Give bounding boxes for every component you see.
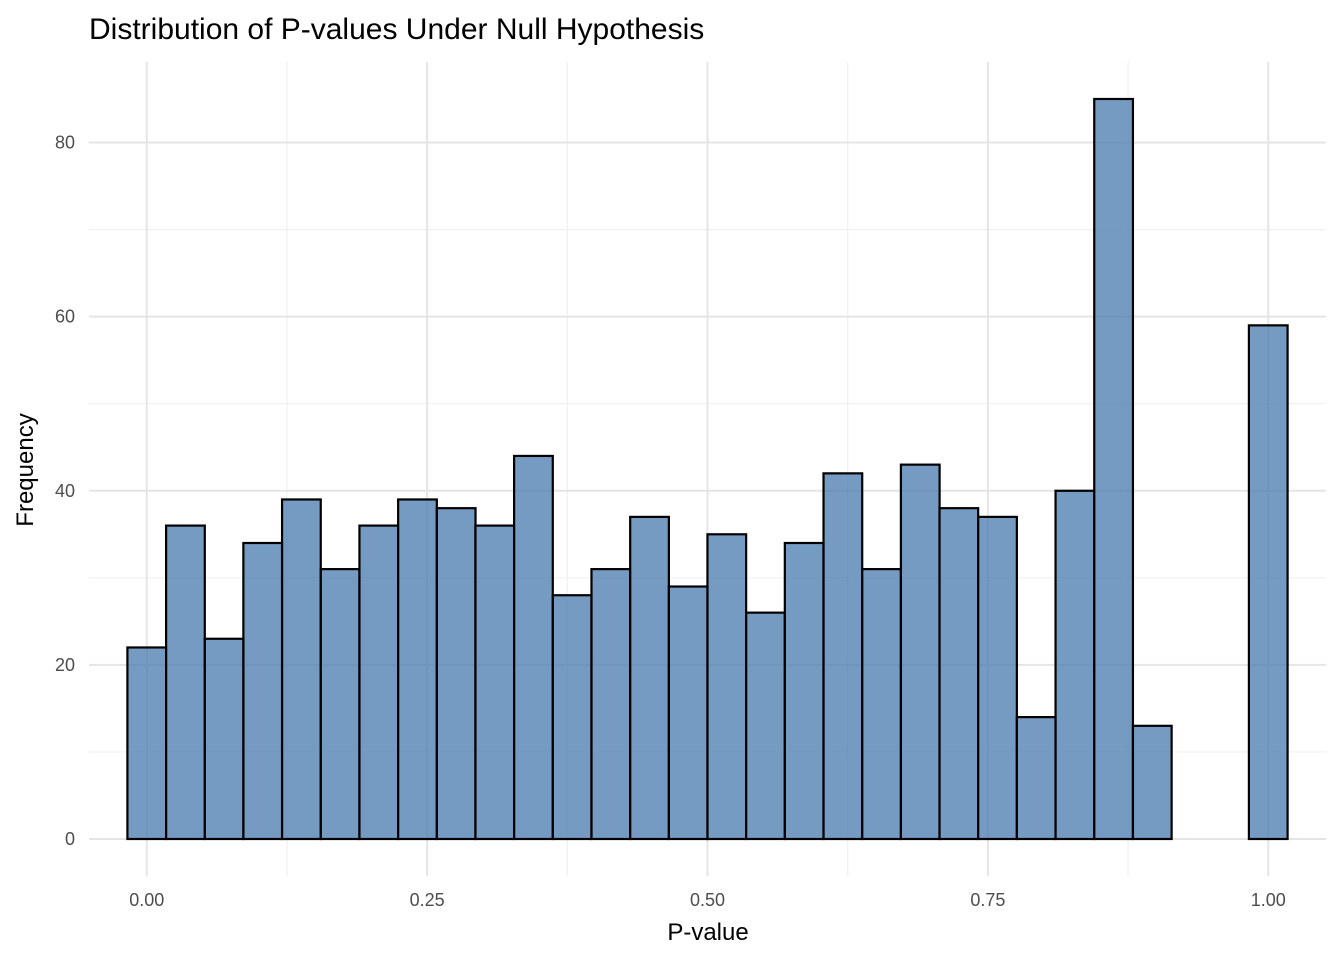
histogram-bar	[165, 524, 206, 841]
histogram-bar	[667, 585, 709, 841]
histogram-bar	[435, 507, 477, 841]
histogram-bar	[242, 541, 284, 841]
histogram-bar	[126, 646, 168, 841]
y-tick-label: 60	[55, 307, 75, 327]
histogram-bar	[590, 568, 632, 841]
histogram-bar	[358, 524, 400, 841]
histogram-bar	[1131, 724, 1173, 841]
histogram-bar	[629, 515, 670, 841]
histogram-bar	[203, 637, 245, 841]
histogram-bar	[319, 568, 361, 841]
histogram-bar	[474, 524, 516, 841]
histogram-bar	[938, 507, 980, 841]
histogram-bar	[861, 568, 903, 841]
x-tick-label: 0.25	[410, 890, 445, 910]
histogram-bar	[512, 454, 554, 841]
x-tick-label: 0.00	[129, 890, 164, 910]
histogram-bar	[822, 472, 864, 841]
histogram-bar	[280, 498, 322, 841]
x-tick-label: 0.50	[690, 890, 725, 910]
histogram-bar	[1015, 716, 1057, 841]
y-tick-label: 40	[55, 481, 75, 501]
histogram-bar	[397, 498, 438, 841]
x-tick-label: 0.75	[970, 890, 1005, 910]
histogram-bar	[977, 515, 1018, 841]
histogram-bar	[706, 533, 748, 841]
y-axis-title: Frequency	[12, 413, 39, 526]
histogram-bar	[899, 463, 941, 841]
histogram-bar	[783, 541, 825, 841]
y-tick-label: 80	[55, 133, 75, 153]
histogram-bar	[551, 594, 593, 841]
histogram-bars	[126, 97, 1289, 841]
x-axis-title: P-value	[667, 919, 748, 946]
histogram-bar	[1054, 489, 1096, 841]
histogram-bar	[1093, 97, 1135, 841]
histogram-bar	[1247, 324, 1289, 841]
y-tick-label: 20	[55, 655, 75, 675]
x-axis-tick-labels: 0.00 0.25 0.50 0.75 1.00	[129, 890, 1286, 910]
histogram-bar	[745, 611, 786, 841]
chart-title: Distribution of P-values Under Null Hypo…	[89, 13, 704, 46]
y-axis-tick-labels: 0 20 40 60 80	[55, 133, 75, 849]
x-tick-label: 1.00	[1251, 890, 1286, 910]
y-tick-label: 0	[65, 829, 75, 849]
